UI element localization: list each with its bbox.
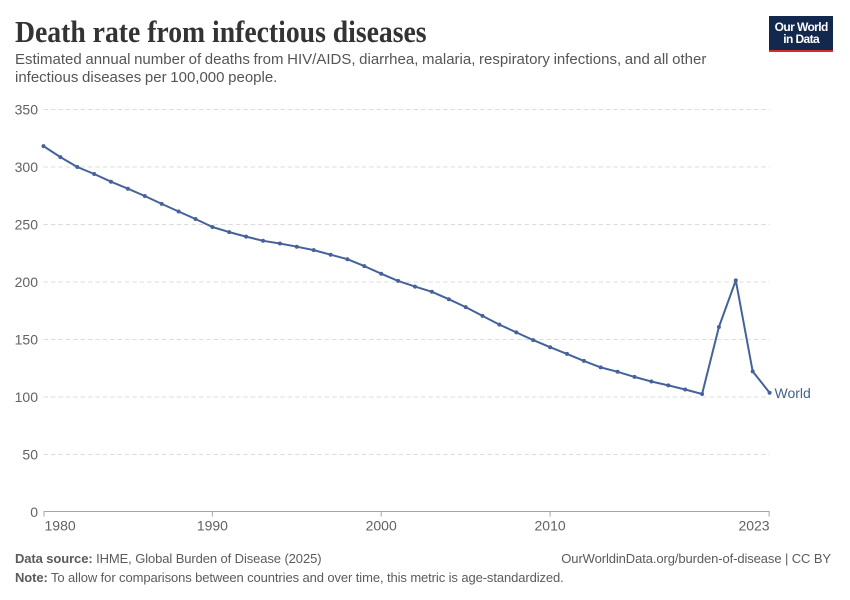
svg-text:1990: 1990 (197, 518, 228, 534)
svg-text:2000: 2000 (366, 518, 397, 534)
svg-text:100: 100 (15, 389, 39, 405)
svg-text:1980: 1980 (45, 518, 76, 534)
svg-text:2023: 2023 (738, 518, 769, 534)
svg-text:200: 200 (15, 274, 39, 290)
svg-text:350: 350 (15, 101, 39, 117)
svg-text:300: 300 (15, 159, 39, 175)
svg-text:250: 250 (15, 216, 39, 232)
svg-text:0: 0 (30, 504, 38, 520)
svg-text:50: 50 (22, 446, 38, 462)
svg-text:World: World (775, 385, 811, 401)
svg-text:150: 150 (15, 331, 39, 347)
svg-text:2010: 2010 (535, 518, 566, 534)
